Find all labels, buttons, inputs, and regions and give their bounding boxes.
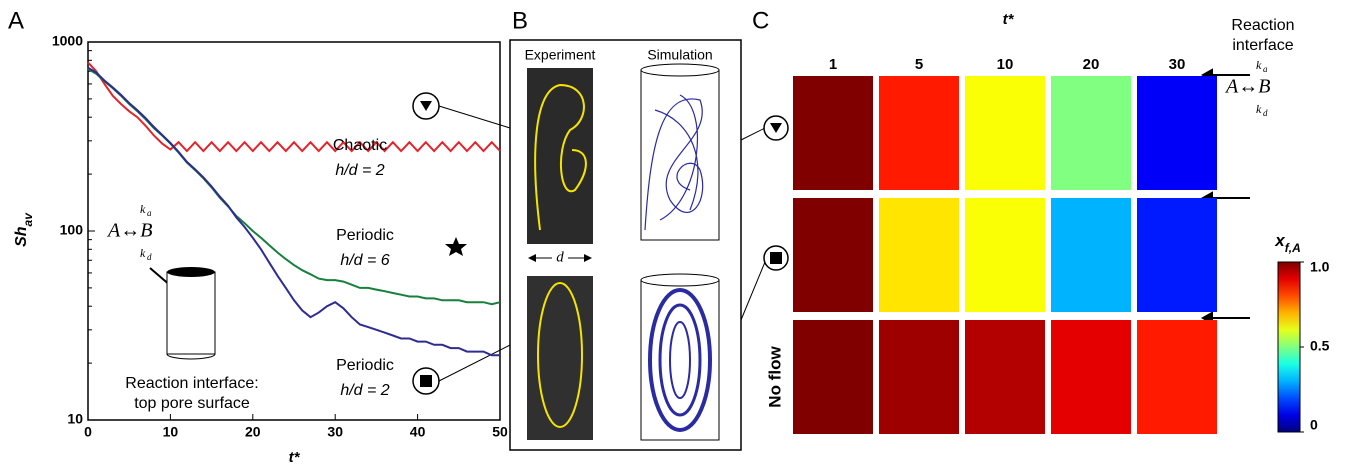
column-label: Experiment: [525, 47, 596, 63]
series-line: [87, 61, 501, 153]
rate-sub: a: [1263, 64, 1268, 74]
x-axis-label: t*: [289, 449, 301, 466]
reaction-c: k a A↔B k d: [1224, 58, 1270, 118]
rate-symbol: k: [1256, 58, 1262, 72]
column-label: 1: [829, 56, 837, 73]
rate-sub: d: [147, 252, 152, 262]
heatmap-cell: [965, 320, 1045, 434]
heatmap-cell: [1137, 76, 1217, 190]
colorbar-tick-label: 1.0: [1310, 259, 1330, 275]
colorbar-tick-label: 0: [1310, 417, 1318, 433]
heatmap-cell: [793, 198, 873, 312]
heatmap-cell: [1051, 198, 1131, 312]
heatmap-title: t*: [1003, 11, 1015, 28]
heatmap-cell: [879, 76, 959, 190]
x-tick-label: 30: [327, 424, 343, 440]
series-name: Periodic: [336, 227, 394, 244]
reaction-equation: A↔B: [106, 220, 152, 242]
colorbar-label: xf,A: [1274, 231, 1300, 255]
y-tick-label: 100: [60, 222, 84, 238]
series-line: [87, 66, 500, 357]
row-label: No flow: [765, 346, 784, 408]
x-tick-label: 10: [163, 424, 179, 440]
annotation: top pore surface: [134, 395, 250, 412]
heatmap-cell: [1051, 76, 1131, 190]
x-tick-label: 0: [84, 424, 92, 440]
panel-label: B: [512, 7, 528, 34]
y-tick-label: 1000: [52, 33, 83, 49]
colorbar: [1277, 261, 1301, 433]
column-label: 30: [1169, 56, 1186, 73]
heatmap-cell: [793, 320, 873, 434]
marker-icons: [763, 115, 789, 271]
rate-sub: d: [1263, 108, 1268, 118]
y-label: Sh: [13, 226, 30, 247]
rate-sub: a: [147, 208, 152, 218]
x-tick-label: 50: [492, 424, 508, 440]
series-condition: h/d = 2: [340, 382, 389, 399]
heatmap-cell: [1051, 320, 1131, 434]
panel-label: A: [8, 7, 24, 34]
scale-label: d: [556, 249, 564, 265]
rate-symbol: k: [140, 246, 146, 260]
marker-icons: [412, 92, 511, 395]
colorbar-main: x: [1274, 231, 1286, 250]
colorbar-tick-label: 0.5: [1310, 338, 1330, 354]
y-tick-label: 10: [67, 411, 83, 427]
heatmap-cell: [879, 320, 959, 434]
y-label-sub: av: [21, 212, 35, 227]
series-condition: h/d = 2: [335, 162, 384, 179]
heatmap-cell: [965, 76, 1045, 190]
y-axis-label: Shav: [13, 212, 35, 247]
colorbar-sub: f,A: [1285, 241, 1301, 255]
column-label: Simulation: [647, 47, 712, 63]
rate-symbol: k: [1256, 102, 1262, 116]
annotation: Reaction: [1231, 17, 1294, 34]
annotation: Reaction interface:: [125, 375, 258, 392]
annotation: interface: [1232, 37, 1293, 54]
column-label: 5: [915, 56, 923, 73]
x-tick-label: 20: [245, 424, 261, 440]
heatmap-cell: [1137, 198, 1217, 312]
series-name: Periodic: [336, 357, 394, 374]
panel-label: C: [752, 7, 769, 34]
panel-b: Experiment Simulation d: [509, 39, 766, 451]
reaction-equation: A↔B: [1224, 76, 1270, 98]
series-condition: h/d = 6: [340, 252, 389, 269]
column-label: 20: [1083, 56, 1100, 73]
heatmap-cell: [879, 198, 959, 312]
x-tick-label: 40: [410, 424, 426, 440]
heatmap-cell: [965, 198, 1045, 312]
cylinder: [166, 267, 216, 360]
heatmap-cell: [793, 76, 873, 190]
rate-symbol: k: [140, 202, 146, 216]
reaction-a: k a A↔B k d: [106, 202, 152, 262]
series-name: Chaotic: [333, 137, 387, 154]
column-label: 10: [997, 56, 1014, 73]
heatmap-cell: [1137, 320, 1217, 434]
